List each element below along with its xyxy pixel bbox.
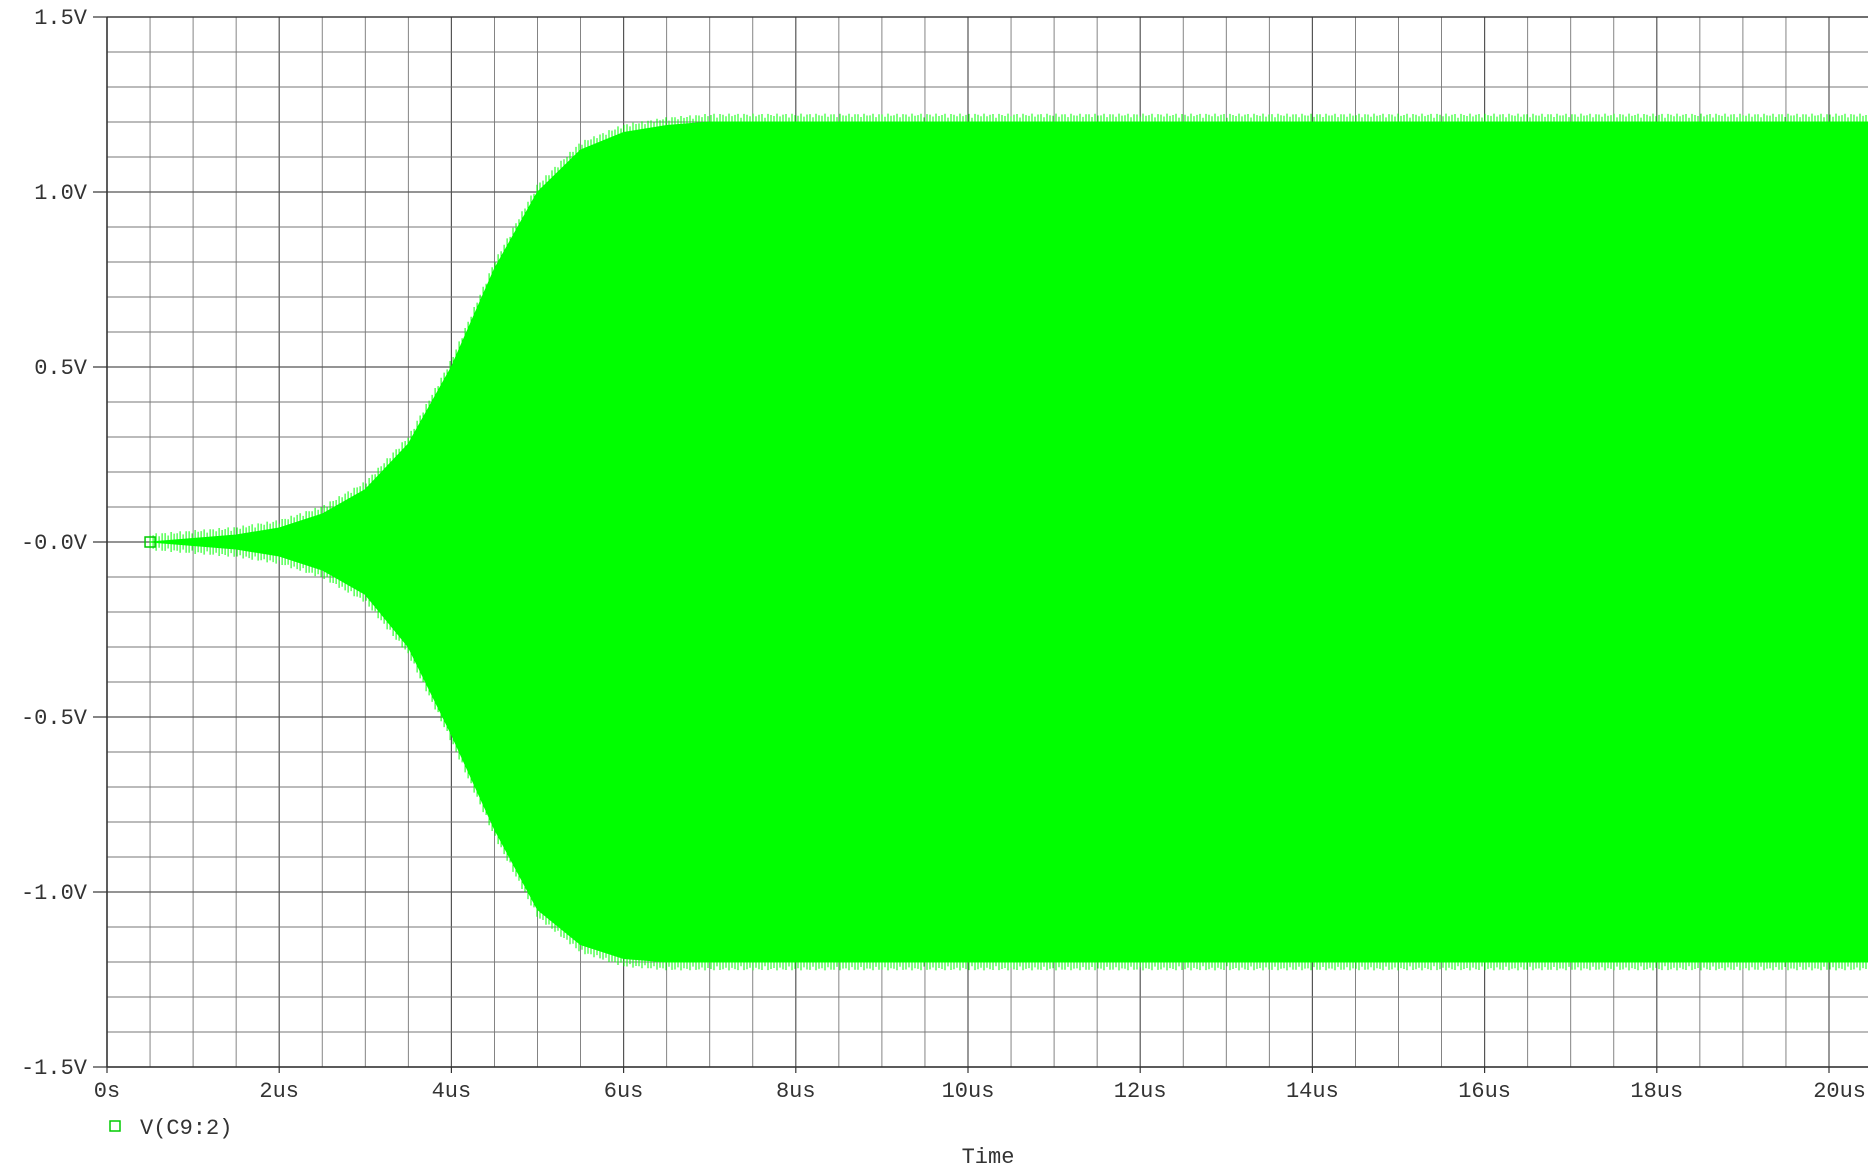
x-tick-label: 4us [432, 1079, 472, 1104]
series-layer [144, 113, 1868, 971]
y-tick-label: -1.5V [21, 1056, 88, 1081]
y-tick-label: -0.5V [21, 706, 88, 731]
x-tick-label: 2us [259, 1079, 299, 1104]
y-tick-label: 1.5V [34, 6, 88, 31]
y-tick-label: -1.0V [21, 881, 88, 906]
y-tick-label: 0.5V [34, 356, 88, 381]
x-tick-label: 14us [1286, 1079, 1339, 1104]
legend-label: V(C9:2) [140, 1116, 232, 1141]
legend: V(C9:2) [109, 1116, 232, 1141]
series-envelope [150, 121, 1868, 963]
x-tick-label: 6us [604, 1079, 644, 1104]
x-tick-label: 10us [942, 1079, 995, 1104]
legend-marker [109, 1120, 121, 1132]
series-start-marker [144, 536, 156, 548]
x-tick-label: 18us [1630, 1079, 1683, 1104]
x-tick-label: 12us [1114, 1079, 1167, 1104]
x-tick-label: 20us [1813, 1079, 1866, 1104]
x-tick-label: 8us [776, 1079, 816, 1104]
tick-labels: 0s 2us 4us 6us 8us 10us 12us 14us 16us 18us 20us 1.… [21, 6, 1866, 1104]
y-tick-label: 1.0V [34, 181, 88, 206]
x-axis-label: Time [962, 1145, 1015, 1166]
y-tick-label: -0.0V [21, 531, 88, 556]
x-tick-label: 0s [94, 1079, 120, 1104]
series-oscillation-edge [149, 113, 1867, 971]
x-tick-label: 16us [1458, 1079, 1511, 1104]
